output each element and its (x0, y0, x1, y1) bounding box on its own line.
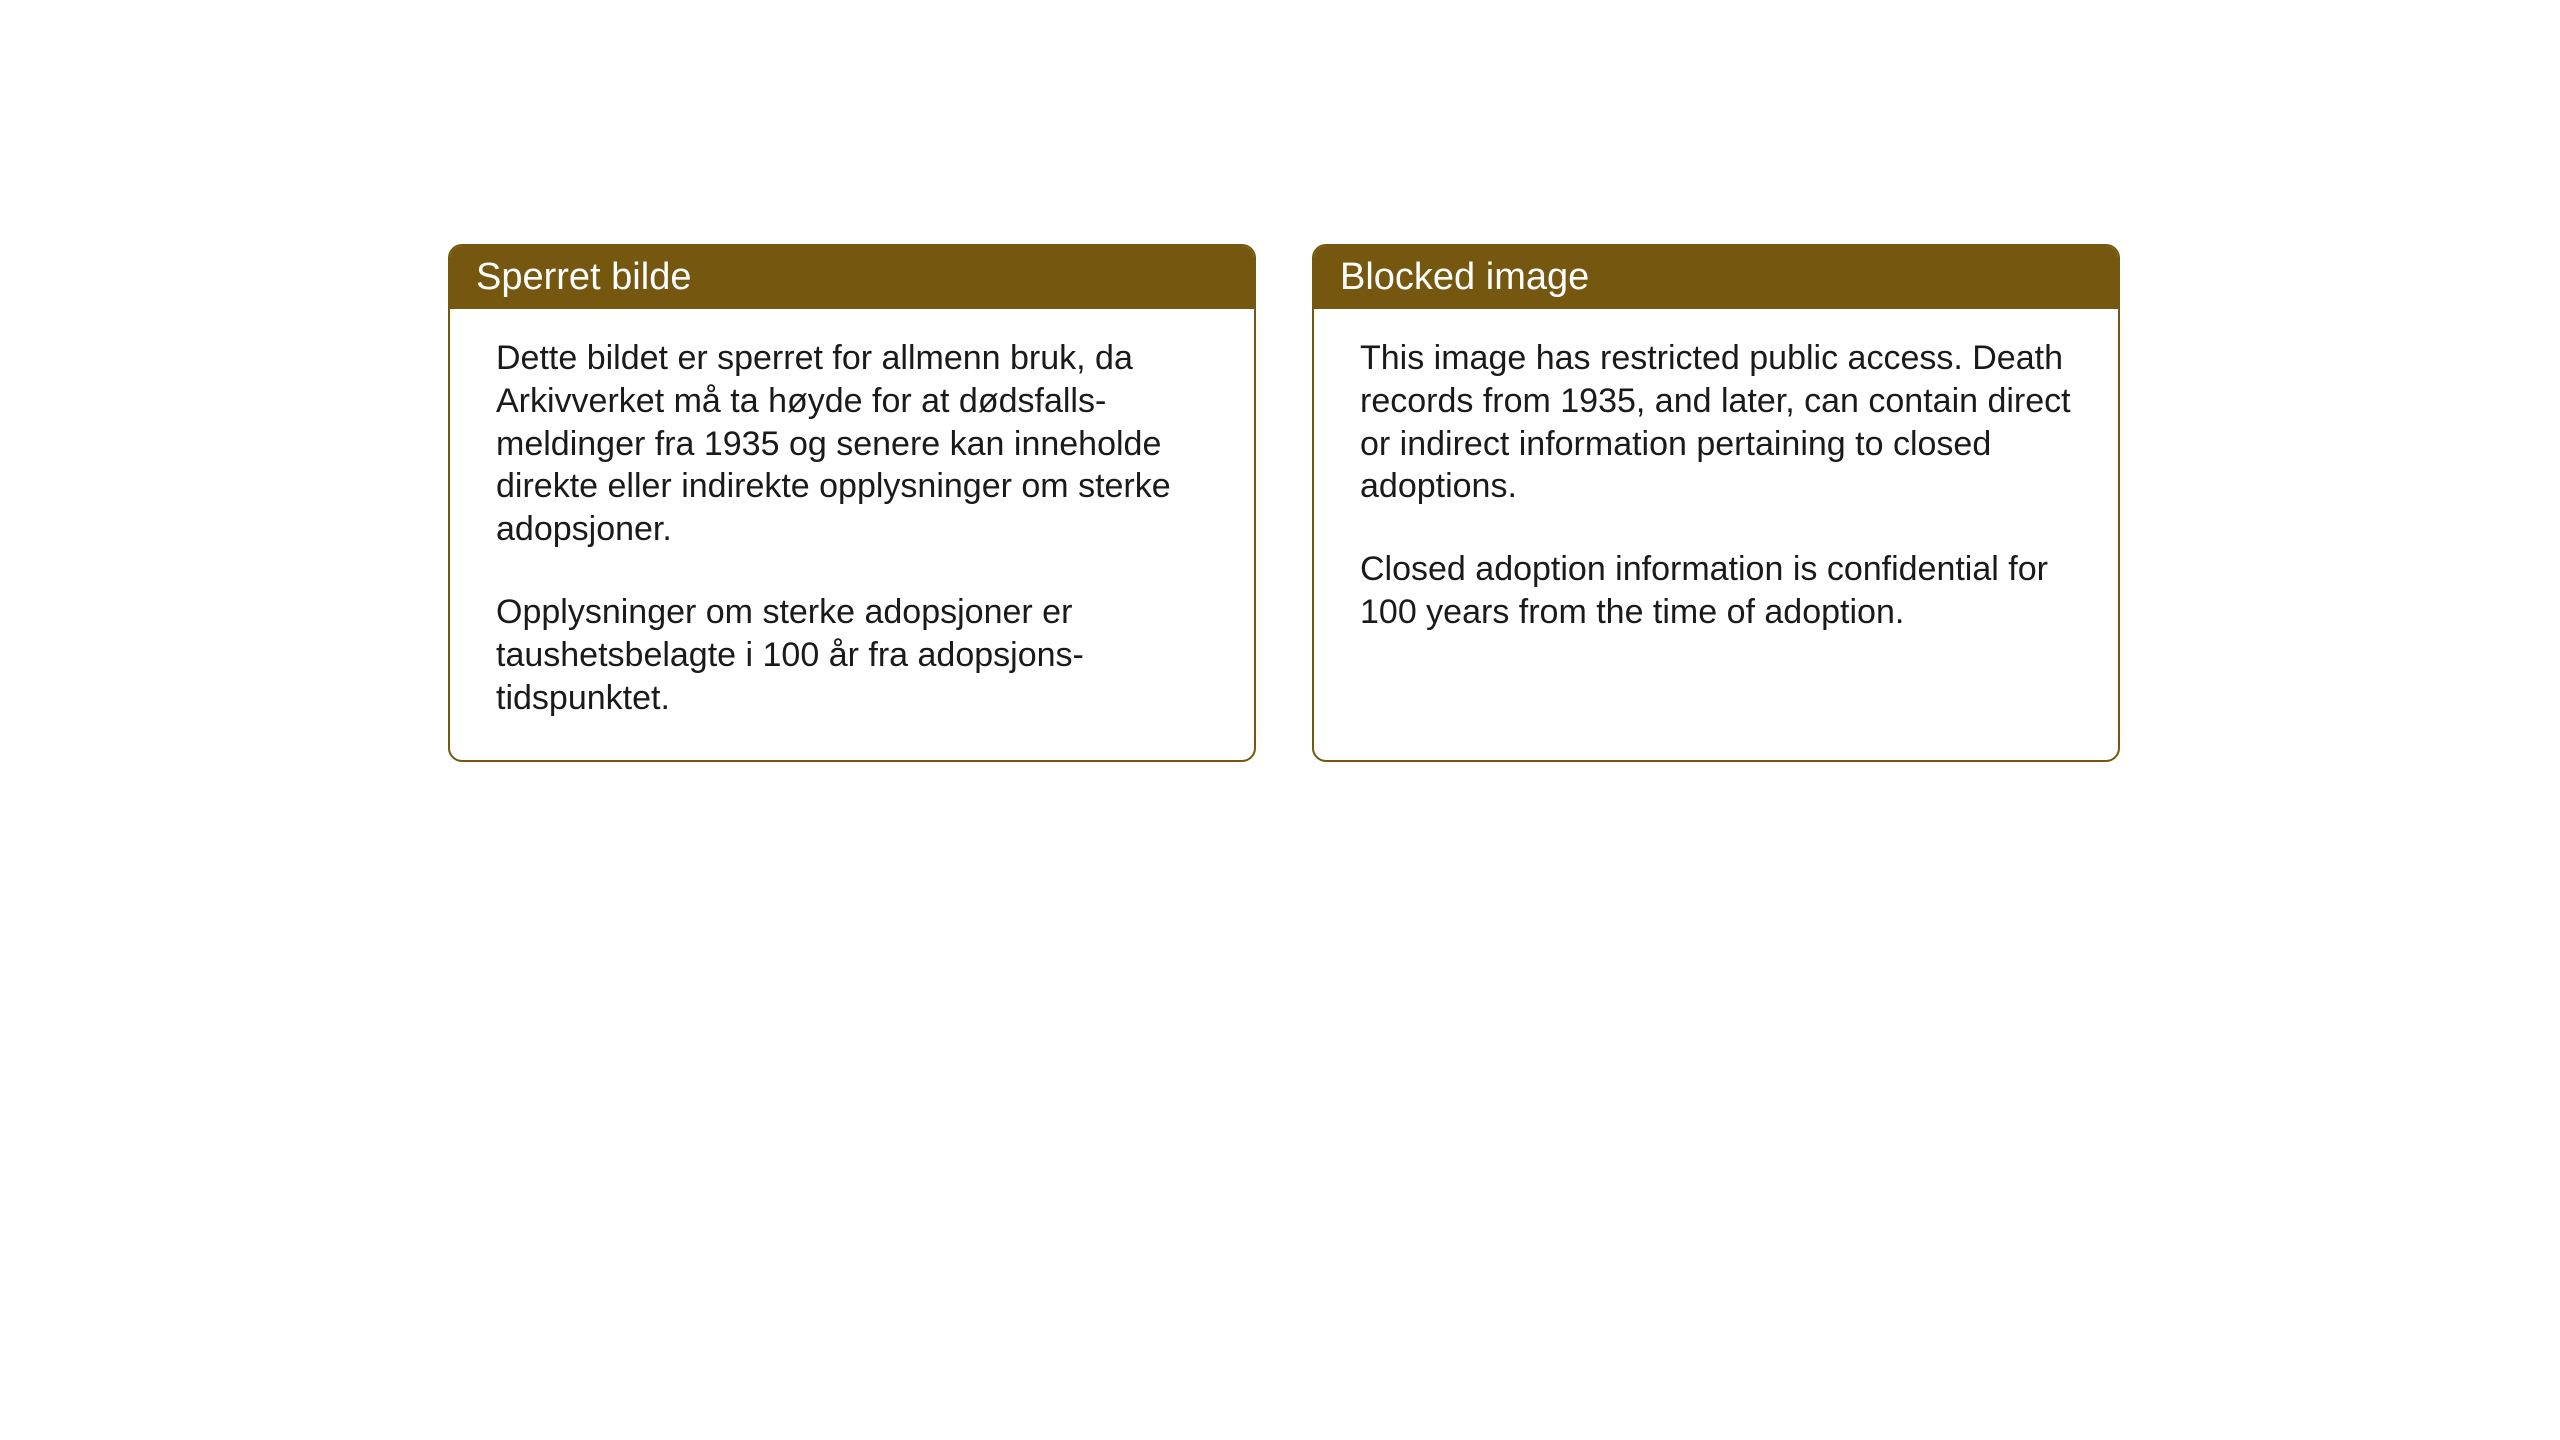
card-norwegian-title: Sperret bilde (476, 256, 691, 298)
card-norwegian-paragraph-2: Opplysninger om sterke adopsjoner er tau… (496, 591, 1208, 719)
card-norwegian-header: Sperret bilde (450, 246, 1254, 309)
card-english-paragraph-2: Closed adoption information is confident… (1360, 548, 2072, 634)
card-english: Blocked image This image has restricted … (1312, 244, 2120, 762)
card-norwegian-body: Dette bildet er sperret for allmenn bruk… (450, 309, 1254, 760)
card-english-paragraph-1: This image has restricted public access.… (1360, 337, 2072, 508)
card-english-title: Blocked image (1340, 256, 1589, 298)
card-english-header: Blocked image (1314, 246, 2118, 309)
card-english-body: This image has restricted public access.… (1314, 309, 2118, 753)
card-norwegian: Sperret bilde Dette bildet er sperret fo… (448, 244, 1256, 762)
cards-container: Sperret bilde Dette bildet er sperret fo… (448, 244, 2120, 762)
card-norwegian-paragraph-1: Dette bildet er sperret for allmenn bruk… (496, 337, 1208, 551)
